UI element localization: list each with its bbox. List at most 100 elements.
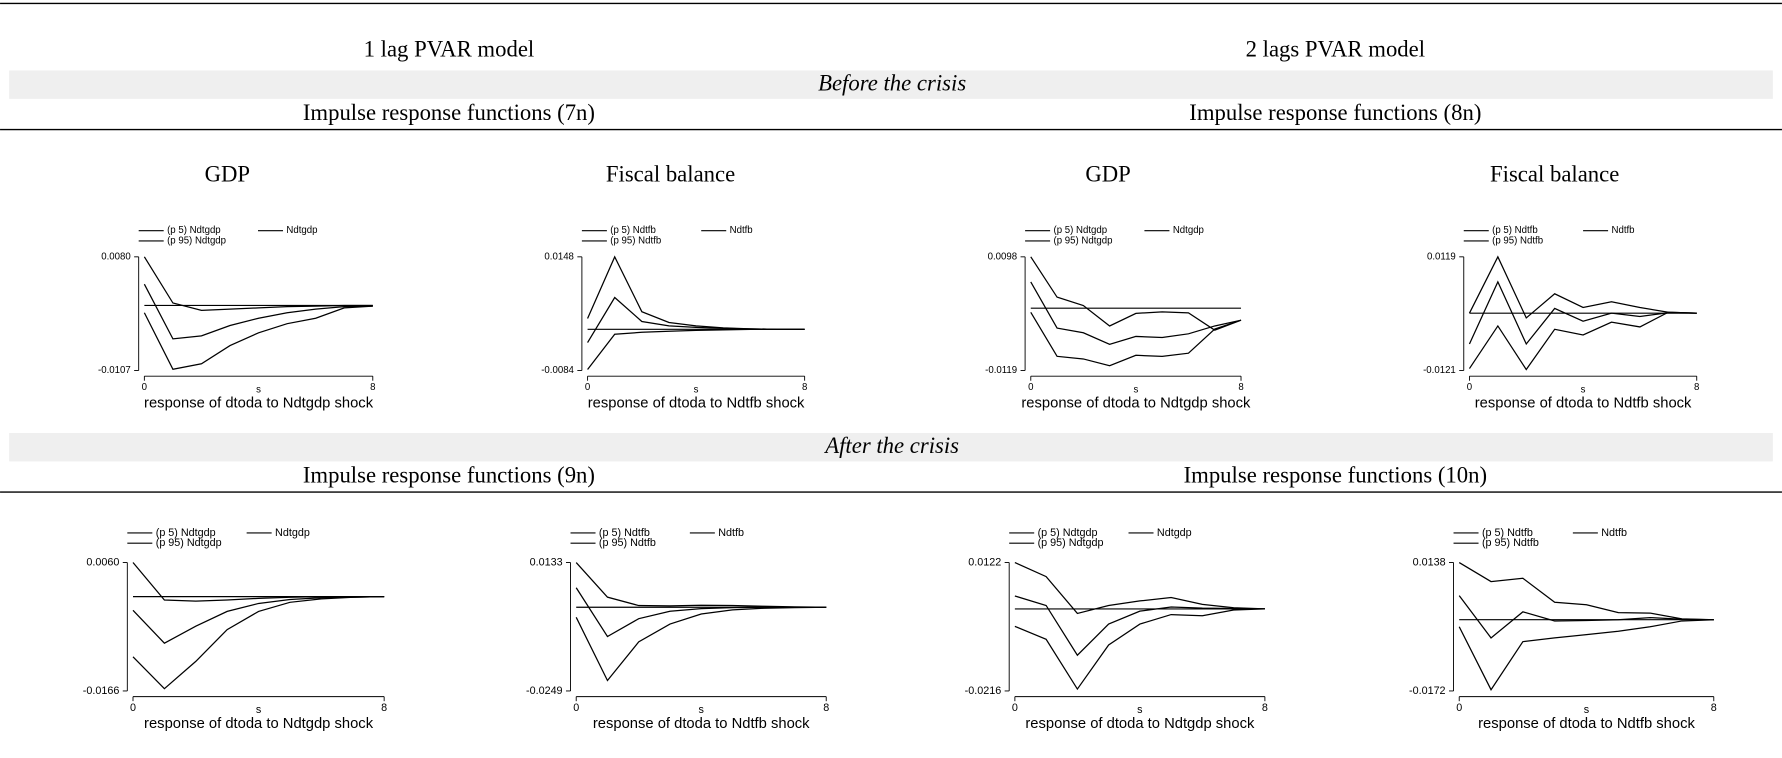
y-tick-label: 0.0122 (968, 556, 1001, 568)
series-line (575, 606, 827, 682)
series-line (1030, 256, 1242, 331)
x-axis-label: s (256, 704, 261, 716)
legend-label: (p 95) Ndtgdp (1038, 537, 1104, 549)
series-line (1030, 312, 1242, 367)
series-line (575, 587, 827, 638)
x-axis-label: s (1137, 704, 1142, 716)
chart-title: Fiscal balance (1490, 161, 1619, 186)
x-tick-label: 8 (1694, 382, 1699, 393)
series-line (1014, 608, 1265, 691)
legend-label: (p 95) Ndtgdp (167, 235, 226, 246)
series-line (1458, 595, 1714, 639)
y-tick-label: 0.0119 (1427, 251, 1456, 262)
panel-title: Impulse response functions (10n) (1184, 463, 1488, 488)
column-title: 1 lag PVAR model (364, 36, 535, 61)
legend-label: (p 95) Ndtgdp (1054, 235, 1113, 246)
panel-title: Impulse response functions (7n) (303, 100, 595, 125)
legend-label: (p 95) Ndtfb (599, 537, 656, 549)
legend-label: (p 5) Ndtfb (610, 225, 656, 236)
section-title: Before the crisis (818, 70, 966, 95)
series-line (143, 305, 373, 370)
y-tick-label: -0.0166 (83, 685, 120, 697)
y-tick-label: -0.0107 (98, 365, 131, 376)
chart-caption: response of dtoda to Ndtgdp shock (1025, 716, 1255, 732)
series-line (587, 328, 805, 370)
y-tick-label: -0.0119 (985, 365, 1017, 376)
y-tick-label: 0.0133 (530, 556, 563, 568)
y-tick-label: 0.0148 (544, 251, 574, 262)
legend-label: Ndtgdp (1173, 225, 1204, 236)
legend-label: (p 5) Ndtfb (599, 527, 650, 539)
chart-caption: response of dtoda to Ndtgdp shock (144, 716, 374, 732)
legend-label: (p 5) Ndtgdp (167, 225, 221, 236)
legend-label: Ndtgdp (286, 225, 317, 236)
x-axis-label: s (699, 704, 704, 716)
legend-label: (p 5) Ndtgdp (1038, 527, 1098, 539)
chart-caption: response of dtoda to Ndtgdp shock (144, 395, 374, 411)
series-line (1468, 280, 1697, 346)
x-tick-label: 0 (585, 382, 590, 393)
series-line (575, 562, 827, 608)
chart-caption: response of dtoda to Ndtfb shock (1478, 716, 1695, 732)
series-line (132, 562, 385, 602)
series-line (587, 255, 805, 330)
legend-label: Ndtgdp (275, 527, 310, 539)
x-tick-label: 0 (1467, 382, 1472, 393)
series-line (1468, 255, 1697, 319)
series-line (1458, 561, 1714, 621)
x-axis-label: s (1584, 704, 1589, 716)
x-tick-label: 0 (1012, 702, 1018, 714)
legend-label: (p 95) Ndtfb (1482, 537, 1539, 549)
y-tick-label: -0.0172 (1409, 685, 1446, 697)
series-line (143, 283, 373, 340)
legend-label: Ndtfb (1601, 527, 1627, 539)
section-band (9, 70, 1773, 99)
series-line (1030, 281, 1242, 345)
section-band (9, 432, 1773, 462)
panel-title: Impulse response functions (9n) (303, 463, 595, 488)
legend-label: (p 5) Ndtfb (1492, 225, 1538, 236)
series-line (1468, 311, 1697, 371)
x-tick-label: 0 (1028, 382, 1033, 393)
x-tick-label: 8 (1238, 382, 1243, 393)
legend-label: Ndtfb (1611, 225, 1634, 236)
y-tick-label: -0.0216 (965, 685, 1002, 697)
x-tick-label: 8 (370, 382, 375, 393)
legend-label: (p 95) Ndtfb (1492, 235, 1543, 246)
x-axis-label: s (694, 384, 699, 395)
chart-title: GDP (205, 161, 250, 186)
x-tick-label: 0 (573, 702, 579, 714)
y-tick-label: 0.0098 (988, 251, 1018, 262)
x-tick-label: 8 (1262, 702, 1268, 714)
series-line (132, 596, 385, 690)
x-tick-label: 0 (142, 382, 147, 393)
y-tick-label: -0.0084 (541, 365, 574, 376)
y-tick-label: 0.0138 (1413, 556, 1446, 568)
x-tick-label: 8 (802, 382, 807, 393)
series-line (1014, 561, 1265, 615)
y-tick-label: -0.0121 (1423, 365, 1456, 376)
x-tick-label: 0 (130, 702, 136, 714)
legend-label: (p 95) Ndtgdp (156, 537, 222, 549)
x-axis-label: s (1133, 384, 1138, 395)
y-tick-label: 0.0080 (101, 251, 131, 262)
x-tick-label: 8 (381, 702, 387, 714)
legend-label: Ndtfb (718, 527, 744, 539)
legend-label: (p 95) Ndtfb (610, 235, 661, 246)
chart-caption: response of dtoda to Ndtfb shock (593, 716, 810, 732)
x-tick-label: 8 (823, 702, 829, 714)
x-axis-label: s (256, 384, 261, 395)
y-tick-label: 0.0060 (86, 556, 119, 568)
legend-label: (p 5) Ndtgdp (156, 527, 216, 539)
series-line (587, 296, 805, 343)
legend-label: (p 5) Ndtfb (1482, 527, 1533, 539)
chart-title: Fiscal balance (606, 161, 735, 186)
chart-caption: response of dtoda to Ndtfb shock (1475, 395, 1692, 411)
series-line (1014, 595, 1265, 657)
x-axis-label: s (1581, 384, 1586, 395)
chart-title: GDP (1085, 161, 1130, 186)
series-line (143, 256, 373, 311)
section-title: After the crisis (823, 433, 959, 458)
chart-caption: response of dtoda to Ndtfb shock (588, 395, 805, 411)
